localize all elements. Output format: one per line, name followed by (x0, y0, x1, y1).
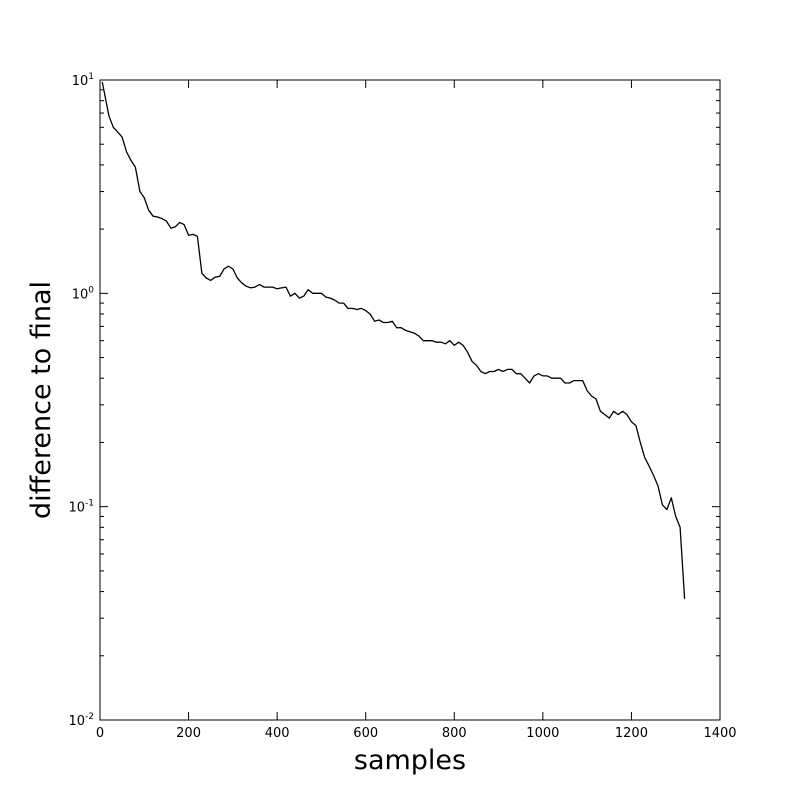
plot-frame (99, 79, 721, 721)
series-line (101, 81, 686, 599)
x-tick-label-group: 0 200 400 600 800 1000 1200 1400 (96, 726, 737, 741)
x-tick-label: 1000 (526, 726, 559, 741)
y-axis-label: difference to final (26, 281, 57, 519)
plot-background (100, 80, 720, 720)
y-tick-label: 10-1 (68, 499, 94, 516)
x-tick-label: 0 (96, 726, 104, 741)
x-axis-label: samples (354, 745, 466, 776)
y-tick-label: 101 (72, 72, 94, 89)
y-tick-label: 10-2 (68, 712, 94, 729)
x-tick-label: 800 (442, 726, 467, 741)
y-tick-label: 100 (72, 285, 95, 302)
x-tick-label: 400 (265, 726, 290, 741)
x-tick-label: 1200 (615, 726, 648, 741)
x-tick-label: 1400 (703, 726, 736, 741)
series-group (101, 81, 686, 599)
y-tick-label-group: 101 100 10-1 10-2 (68, 72, 94, 729)
x-tick-label: 600 (353, 726, 378, 741)
x-tick-label: 200 (176, 726, 201, 741)
